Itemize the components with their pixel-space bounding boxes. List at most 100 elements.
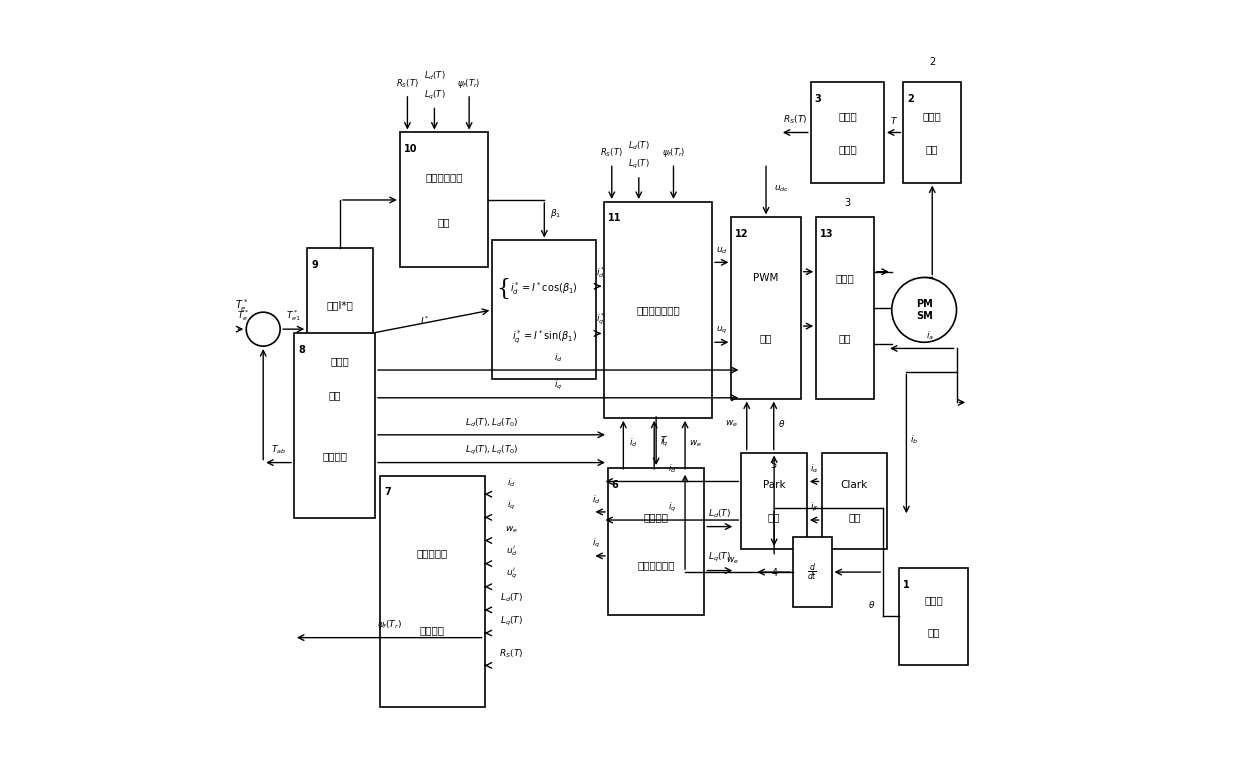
Text: $i_d$: $i_d$ (507, 476, 515, 489)
Text: $T_{ab}$: $T_{ab}$ (271, 444, 286, 457)
Text: $w_e$: $w_e$ (689, 438, 701, 449)
Text: $R_S(T)$: $R_S(T)$ (783, 114, 808, 126)
Text: 13: 13 (820, 229, 834, 239)
Text: 阻计算: 阻计算 (838, 144, 857, 154)
Text: $u_d$: $u_d$ (716, 245, 727, 256)
Text: $i_q$: $i_q$ (554, 378, 563, 392)
Text: Clark: Clark (841, 480, 869, 490)
Text: $i_q^*$: $i_q^*$ (596, 312, 605, 327)
Text: $\psi_f(T_r)$: $\psi_f(T_r)$ (457, 77, 481, 90)
Text: $T$: $T$ (890, 115, 898, 126)
Text: 温度传: 温度传 (923, 111, 942, 121)
Text: 7: 7 (384, 488, 392, 497)
Text: $T_{e1}^*$: $T_{e1}^*$ (286, 308, 301, 323)
FancyBboxPatch shape (821, 453, 887, 549)
Text: 计算查表模块: 计算查表模块 (637, 560, 675, 570)
Circle shape (247, 312, 280, 346)
Text: $i_d^*=I^*\cos(\beta_1)$: $i_d^*=I^*\cos(\beta_1)$ (510, 281, 579, 297)
Text: 6: 6 (612, 480, 618, 489)
Text: 8: 8 (297, 344, 305, 354)
Text: PM
SM: PM SM (916, 299, 933, 320)
FancyBboxPatch shape (294, 333, 375, 518)
Text: 模块: 模块 (437, 217, 450, 228)
Text: $i_q$: $i_q$ (660, 436, 668, 449)
Text: $i_d$: $i_d$ (629, 437, 638, 449)
Text: 12: 12 (735, 229, 748, 239)
Text: $I^*$: $I^*$ (420, 314, 430, 327)
FancyBboxPatch shape (817, 217, 873, 399)
Text: $L_d(T)$: $L_d(T)$ (628, 139, 649, 152)
Text: $R_S(T)$: $R_S(T)$ (499, 648, 524, 660)
FancyBboxPatch shape (903, 82, 961, 183)
FancyBboxPatch shape (810, 82, 885, 183)
Text: $u_q$: $u_q$ (716, 325, 727, 336)
FancyBboxPatch shape (608, 468, 704, 615)
FancyBboxPatch shape (731, 217, 800, 399)
FancyBboxPatch shape (307, 248, 373, 418)
Text: 调制: 调制 (760, 333, 772, 343)
Text: $L_d(T)$: $L_d(T)$ (501, 592, 523, 604)
Text: 变换: 变换 (768, 512, 781, 522)
Text: {: { (496, 278, 510, 300)
Text: 2: 2 (929, 57, 935, 67)
Text: 转矩: 转矩 (328, 390, 341, 399)
Text: 变换: 变换 (847, 512, 861, 522)
Text: $w_e$: $w_e$ (726, 556, 738, 566)
Text: $i_\beta$: $i_\beta$ (810, 501, 819, 514)
FancyBboxPatch shape (492, 241, 596, 379)
Text: $u_d'$: $u_d'$ (506, 545, 518, 558)
Text: 1: 1 (902, 580, 909, 590)
Text: $T$: $T$ (660, 434, 668, 445)
Text: 三相逆: 三相逆 (836, 272, 855, 283)
Text: $\frac{d}{dt}$: $\frac{d}{dt}$ (807, 561, 818, 583)
Text: 算模块: 算模块 (331, 356, 349, 366)
FancyBboxPatch shape (605, 202, 712, 418)
Text: $L_q(T)$: $L_q(T)$ (424, 88, 445, 101)
Text: $i_d$: $i_d$ (592, 493, 601, 505)
Text: $L_q(T)$: $L_q(T)$ (628, 158, 649, 171)
Text: $i_q^*=I^*\sin(\beta_1)$: $i_q^*=I^*\sin(\beta_1)$ (512, 329, 577, 346)
Text: 2: 2 (907, 94, 914, 104)
Text: $L_d(T)$: $L_d(T)$ (709, 508, 731, 520)
Text: $R_S(T)$: $R_S(T)$ (396, 77, 419, 90)
Text: $L_q(T),L_q(T_0)$: $L_q(T),L_q(T_0)$ (465, 444, 518, 457)
Text: $\beta_1$: $\beta_1$ (550, 207, 561, 221)
FancyBboxPatch shape (741, 453, 807, 549)
Text: $i_q$: $i_q$ (508, 498, 515, 512)
Text: $\psi_f(T_r)$: $\psi_f(T_r)$ (662, 146, 685, 159)
Text: $R_S(T)$: $R_S(T)$ (601, 147, 623, 159)
Text: $w_e$: $w_e$ (506, 525, 518, 535)
Text: 9: 9 (311, 260, 317, 270)
Text: $T_e^*$: $T_e^*$ (237, 308, 249, 323)
Text: $i_b$: $i_b$ (909, 433, 918, 446)
Text: 3: 3 (814, 94, 821, 104)
Text: 10: 10 (404, 144, 418, 154)
Text: 11: 11 (608, 214, 622, 224)
Text: 电流I*计: 电流I*计 (327, 300, 353, 310)
Text: PWM: PWM (753, 272, 779, 283)
Text: 压器: 压器 (927, 628, 939, 638)
Text: 永磁体磁链: 永磁体磁链 (416, 548, 449, 558)
Text: $T_e^*$: $T_e^*$ (235, 297, 249, 313)
Circle shape (892, 278, 957, 342)
FancyBboxPatch shape (793, 537, 831, 607)
Text: 鲁棒解耦控制器: 鲁棒解耦控制器 (636, 305, 680, 315)
Text: $i_d$: $i_d$ (668, 463, 676, 475)
Text: 计算模块: 计算模块 (322, 451, 347, 461)
Text: $L_d(T),L_d(T_0)$: $L_d(T),L_d(T_0)$ (465, 417, 518, 430)
Text: 旋转变: 旋转变 (924, 595, 943, 605)
Text: 定子电: 定子电 (838, 111, 857, 121)
Text: $L_d(T)$: $L_d(T)$ (424, 70, 445, 82)
Text: $i_a$: $i_a$ (926, 330, 933, 342)
Text: $\theta$: $\theta$ (869, 599, 876, 610)
Text: $i_q$: $i_q$ (592, 536, 601, 550)
FancyBboxPatch shape (898, 568, 968, 665)
Text: $w_e$: $w_e$ (725, 419, 738, 430)
Text: 5: 5 (771, 461, 777, 471)
Text: $u_{dc}$: $u_{dc}$ (774, 183, 789, 194)
Text: $i_\alpha$: $i_\alpha$ (810, 463, 819, 475)
Text: $L_q(T)$: $L_q(T)$ (709, 551, 731, 564)
Text: 电流角度计算: 电流角度计算 (425, 173, 463, 183)
FancyBboxPatch shape (400, 132, 488, 268)
Text: $\theta$: $\theta$ (778, 419, 786, 430)
